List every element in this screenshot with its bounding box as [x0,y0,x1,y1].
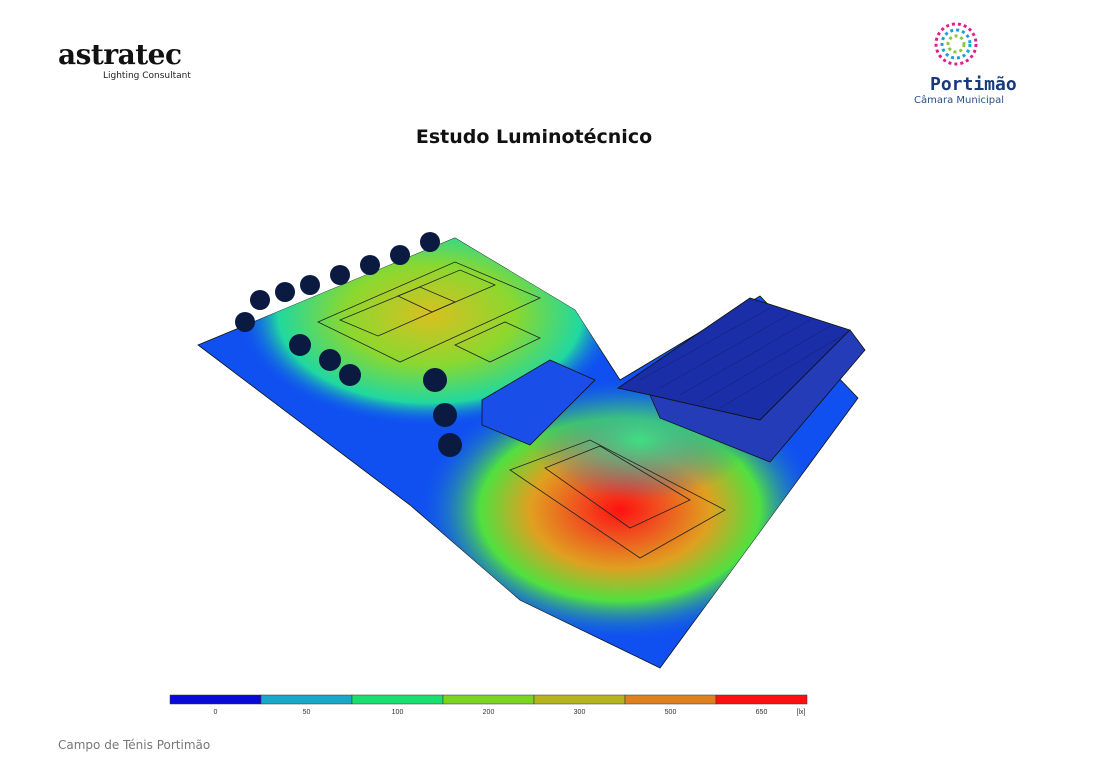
client-name: Portimão [930,74,1017,95]
legend-swatch [715,694,808,705]
legend-unit: [lx] [797,709,806,716]
client-subtitle: Câmara Municipal [914,95,1005,106]
legend-swatch [260,694,353,705]
legend-swatch [351,694,444,705]
page-title: Estudo Luminotécnico [415,126,653,148]
legend-label: 300 [574,709,586,716]
footer: Campo de Ténis Portimão [58,738,211,752]
legend-label: 650 [756,709,768,716]
legend-label: 200 [483,709,495,716]
client-emblem [934,22,978,66]
legend-swatch [442,694,535,705]
brand-subtitle: Lighting Consultant [103,71,191,81]
legend-label: 0 [214,709,218,716]
legend-swatch [169,694,262,705]
legend: 0 50 100 200 300 500 650 [lx] [169,694,808,716]
legend-swatch [533,694,626,705]
legend-label: 50 [303,709,311,716]
legend-swatch [624,694,717,705]
brand-logo: astratec [58,38,182,71]
legend-label: 100 [392,709,404,716]
legend-label: 500 [665,709,677,716]
